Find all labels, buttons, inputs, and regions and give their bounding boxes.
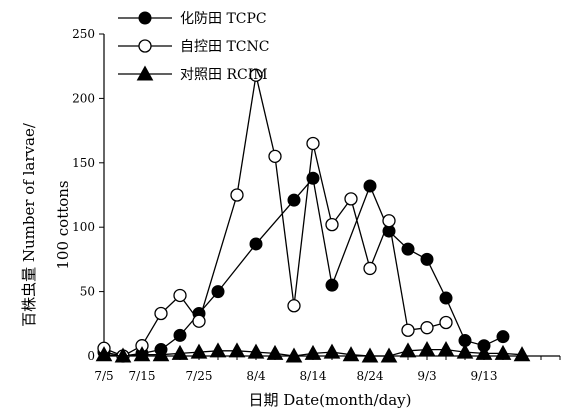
data-point: [401, 242, 415, 256]
data-point: [418, 341, 436, 357]
data-point: [437, 341, 455, 357]
data-point: [287, 193, 301, 207]
data-point: [344, 192, 358, 206]
data-point: [494, 344, 512, 360]
y-ticks: 0 50 100 150 200 250: [72, 27, 104, 363]
data-point: [95, 346, 113, 362]
data-point: [306, 171, 320, 185]
data-point: [363, 261, 377, 276]
legend-label: 自控田 TCNC: [180, 39, 269, 55]
data-point: [420, 252, 434, 266]
y-tick-label: 250: [72, 27, 95, 41]
y-tick-label: 0: [87, 349, 95, 363]
legend-label: 对照田 RCIM: [180, 67, 268, 83]
data-point: [173, 328, 187, 342]
data-point: [230, 188, 244, 202]
x-tick-label: 9/3: [417, 369, 436, 383]
legend-item-1: 化防田 TCPC: [118, 11, 267, 27]
data-point: [456, 343, 474, 359]
series-3: [95, 341, 531, 363]
series-layer: [95, 68, 531, 363]
legend: 化防田 TCPC 自控田 TCNC 对照田 RCIM: [118, 11, 269, 83]
data-point: [399, 342, 417, 358]
data-point: [325, 217, 339, 232]
data-point: [138, 39, 152, 53]
data-point: [420, 321, 434, 335]
data-point: [380, 347, 398, 363]
x-tick-label: 9/13: [471, 369, 498, 383]
x-axis-title: 日期 Date(month/day): [248, 391, 411, 409]
data-point: [209, 342, 227, 358]
data-point: [268, 149, 282, 164]
data-point: [285, 347, 303, 363]
y-axis-title-line-2: 100 cottons: [54, 180, 72, 269]
data-point: [287, 299, 301, 313]
data-point: [304, 344, 322, 360]
data-point: [266, 344, 284, 360]
x-tick-label: 8/4: [246, 369, 266, 383]
x-tick-label: 7/15: [129, 369, 156, 383]
data-point: [249, 237, 263, 251]
data-point: [138, 11, 152, 25]
data-point: [249, 68, 263, 82]
axes: [103, 34, 560, 357]
y-tick-label: 100: [72, 220, 95, 234]
data-point: [154, 306, 168, 321]
y-tick-label: 50: [80, 285, 95, 299]
series-2: [97, 68, 453, 363]
data-point: [173, 288, 187, 303]
series-line: [103, 176, 504, 357]
data-point: [306, 136, 320, 151]
data-point: [475, 344, 493, 360]
data-point: [136, 65, 154, 81]
x-tick-label: 8/14: [300, 369, 327, 383]
data-point: [496, 330, 510, 344]
legend-item-3: 对照田 RCIM: [118, 65, 268, 83]
data-point: [401, 323, 415, 337]
data-point: [133, 346, 151, 362]
data-point: [228, 342, 246, 358]
legend-label: 化防田 TCPC: [180, 11, 267, 27]
data-point: [513, 346, 531, 362]
y-tick-label: 200: [72, 91, 95, 105]
data-point: [171, 344, 189, 360]
data-point: [342, 346, 360, 362]
data-point: [361, 347, 379, 363]
data-point: [152, 346, 170, 362]
legend-item-2: 自控田 TCNC: [118, 39, 269, 55]
data-point: [192, 314, 206, 328]
x-tick-label: 7/5: [94, 369, 113, 383]
x-tick-label: 8/24: [357, 369, 384, 383]
data-point: [439, 315, 453, 330]
data-point: [323, 343, 341, 359]
data-point: [211, 285, 225, 299]
data-point: [247, 343, 265, 359]
series-1: [97, 171, 510, 363]
data-point: [325, 278, 339, 292]
y-axis-title-line-1: 百株虫量 Number of larvae/: [20, 122, 38, 327]
y-tick-label: 150: [72, 156, 95, 170]
data-point: [363, 179, 377, 193]
data-point: [190, 343, 208, 359]
data-point: [439, 291, 453, 305]
x-tick-label: 7/25: [186, 369, 213, 383]
data-point: [382, 214, 396, 228]
data-point: [114, 347, 132, 363]
